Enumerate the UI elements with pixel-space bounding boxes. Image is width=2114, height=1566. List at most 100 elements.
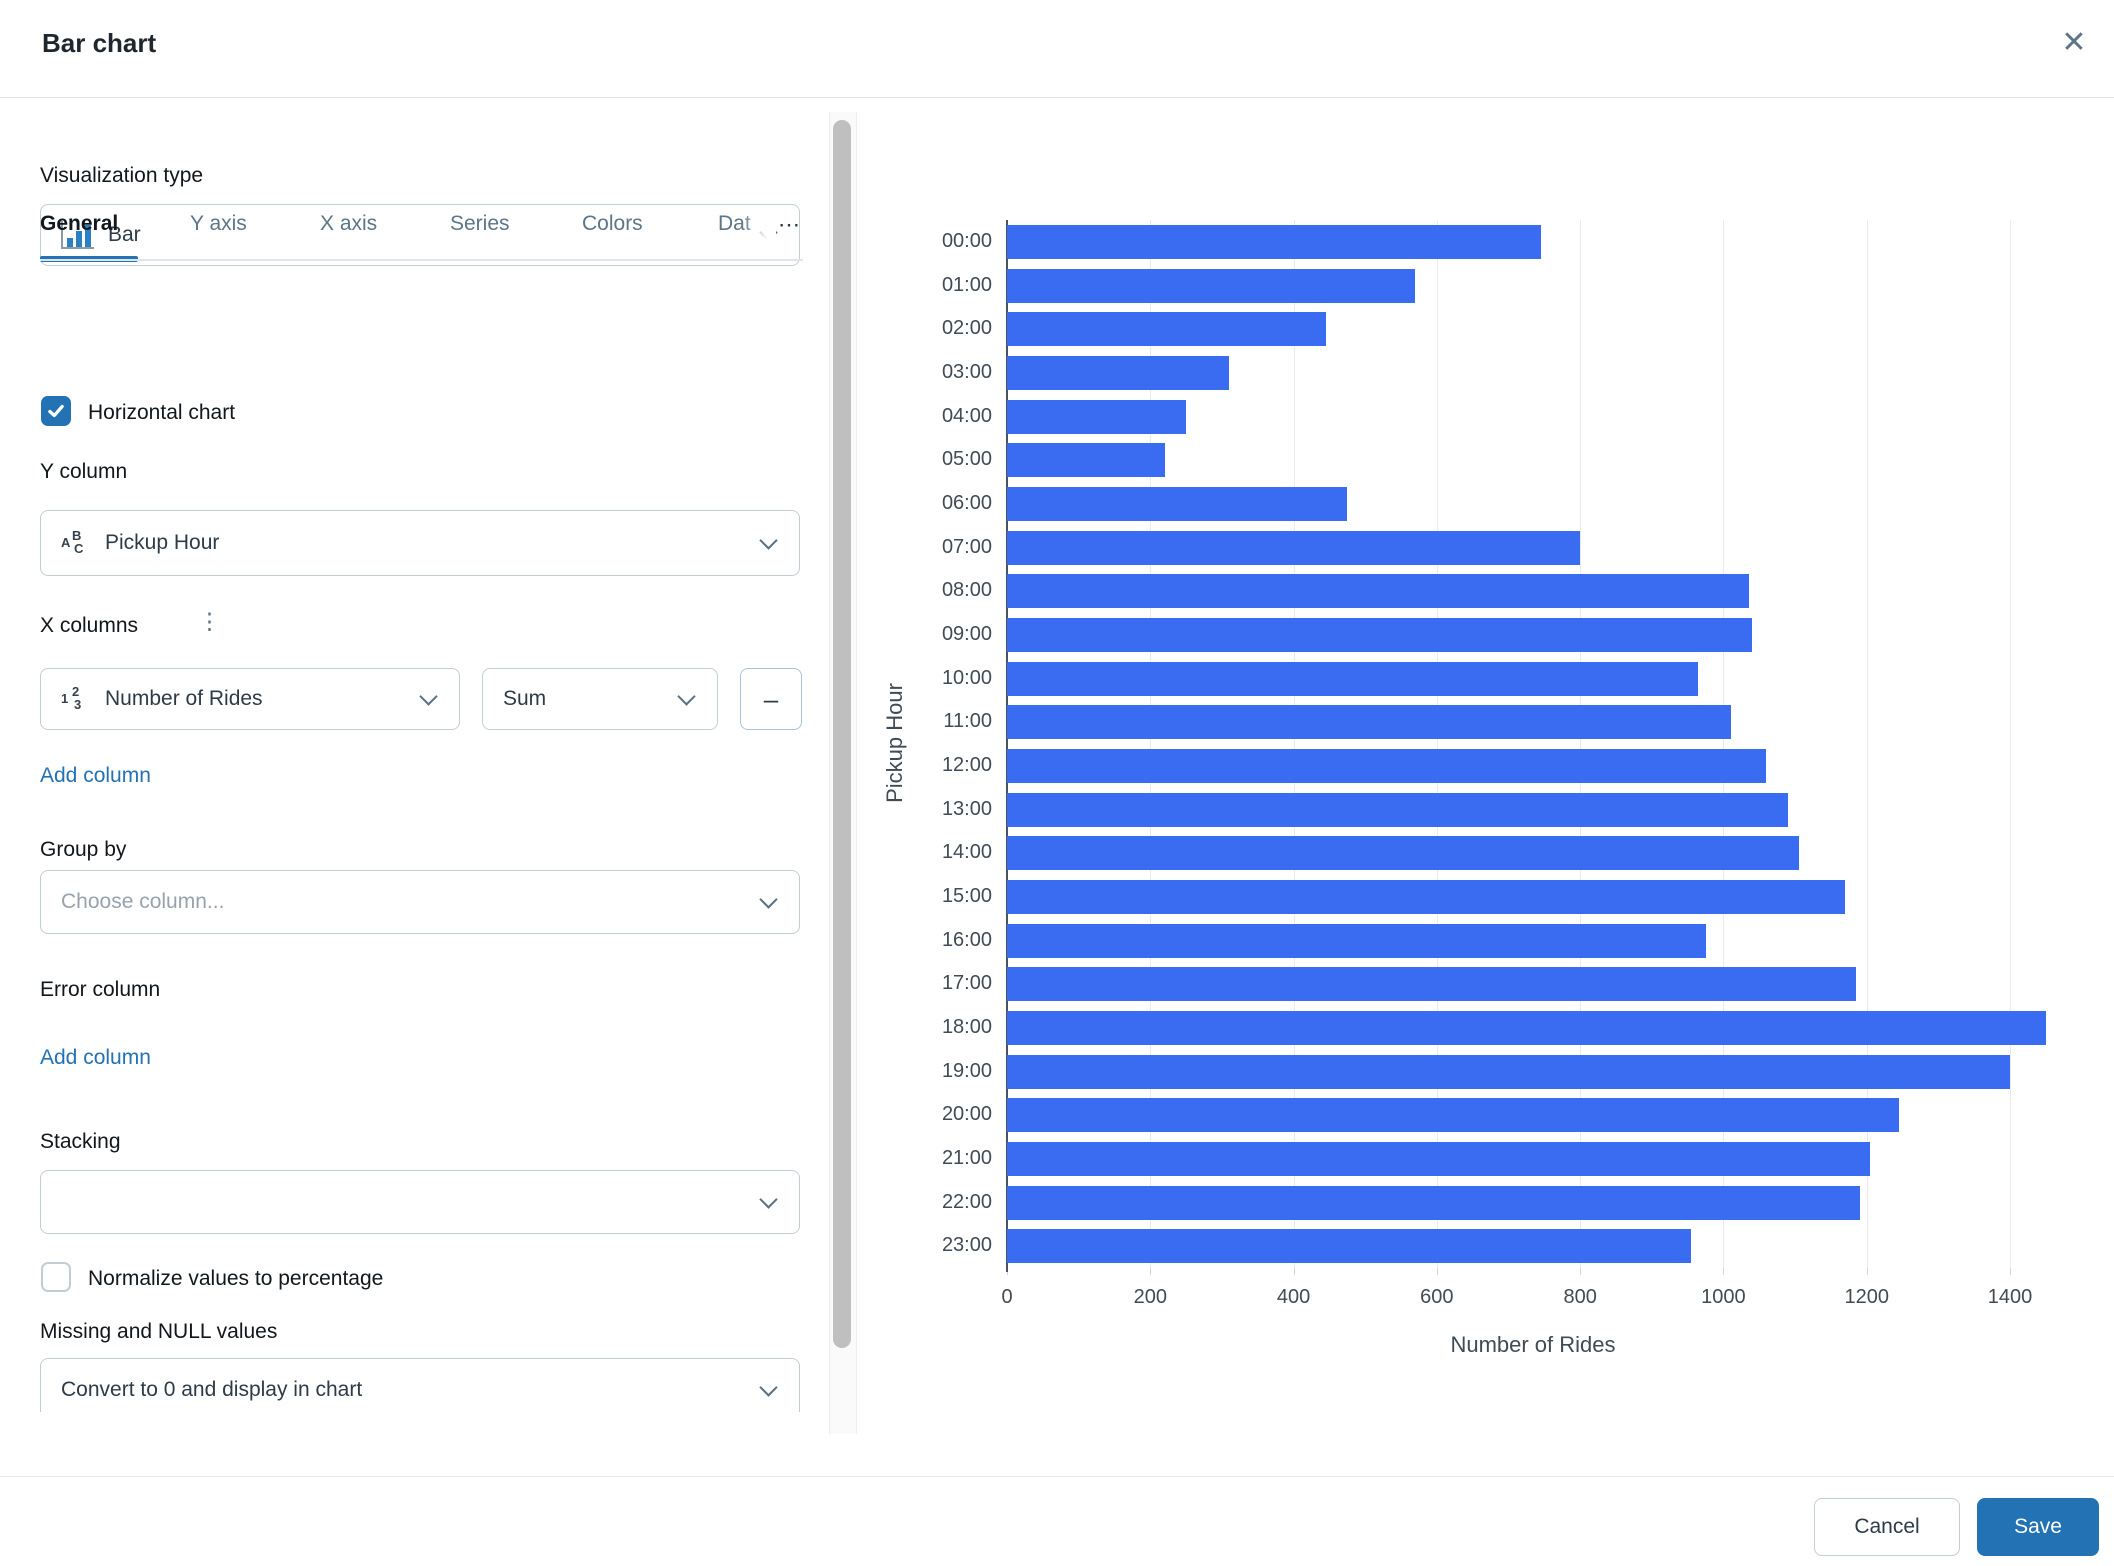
x-axis-tick [1723,1268,1725,1275]
missing-null-value: Convert to 0 and display in chart [61,1378,363,1401]
y-tick-label: 20:00 [941,1103,992,1126]
dialog-title: Bar chart [42,28,157,58]
bar[interactable] [1007,268,1416,303]
save-button[interactable]: Save [1977,1498,2099,1556]
bar[interactable] [1007,312,1326,347]
bar[interactable] [1007,705,1731,740]
chevron-down-icon [759,531,778,550]
chevron-down-icon [677,687,696,706]
tab-overflow-button[interactable]: ⋯ [778,212,801,237]
bar[interactable] [1007,1098,1899,1133]
minus-icon: – [763,683,779,714]
chart-x-axis-title: Number of Rides [1450,1332,1616,1357]
tab-bottom-border [40,259,803,261]
bar[interactable] [1007,967,1856,1002]
bar[interactable] [1007,1010,2046,1045]
bar[interactable] [1007,443,1165,478]
kebab-menu-icon[interactable]: ⋮ [198,608,221,634]
add-x-column-link[interactable]: Add column [40,764,151,787]
bar[interactable] [1007,574,1749,609]
bar[interactable] [1007,661,1699,696]
bar[interactable] [1007,486,1348,521]
bar[interactable] [1007,224,1541,259]
bar[interactable] [1007,1054,2010,1089]
bar[interactable] [1007,792,1788,827]
bar[interactable] [1007,355,1230,390]
y-tick-label: 21:00 [941,1146,992,1169]
y-tick-label: 00:00 [941,229,992,252]
string-type-icon: A B C [61,528,84,556]
error-column-label: Error column [40,978,161,1001]
tab-x-axis[interactable]: X axis [320,212,378,235]
y-axis-line [1006,220,1008,1272]
tab-series[interactable]: Series [450,212,510,235]
missing-null-label: Missing and NULL values [40,1320,278,1343]
gridline [1723,220,1725,1268]
stacking-select[interactable] [40,1170,800,1234]
y-tick-label: 11:00 [943,710,992,733]
x-axis-tick [1436,1268,1438,1275]
bar[interactable] [1007,836,1799,871]
x-tick-label: 0 [1001,1286,1013,1308]
y-tick-label: 17:00 [941,972,992,995]
bar[interactable] [1007,1141,1871,1176]
bar[interactable] [1007,530,1581,565]
y-column-label: Y column [40,460,128,483]
settings-panel: Visualization type Bar General Y axis X … [0,98,822,1412]
bar[interactable] [1007,617,1753,652]
y-tick-label: 16:00 [941,928,992,951]
bar[interactable] [1007,879,1846,914]
y-tick-label: 14:00 [941,841,992,864]
y-tick-label: 05:00 [941,448,992,471]
missing-null-select[interactable]: Convert to 0 and display in chart [40,1358,800,1412]
add-error-column-link[interactable]: Add column [40,1046,151,1069]
header-divider [0,97,2114,98]
chevron-down-icon [759,1190,778,1209]
tab-colors[interactable]: Colors [582,212,643,235]
normalize-checkbox[interactable] [41,1262,71,1292]
x-columns-row: 1 2 3 Number of Rides Sum – [0,668,822,730]
x-axis-tick [1293,1268,1295,1275]
gridline [2010,220,2011,1268]
horizontal-chart-checkbox[interactable] [41,396,71,426]
x-column-select[interactable]: 1 2 3 Number of Rides [40,668,460,730]
y-tick-label: 02:00 [941,317,992,340]
close-button[interactable]: ✕ [2052,20,2096,64]
gridline [1580,220,1582,1268]
horizontal-chart-label: Horizontal chart [88,401,236,424]
aggregation-value: Sum [503,687,547,710]
y-tick-label: 13:00 [941,797,992,820]
y-column-select[interactable]: A B C Pickup Hour [40,510,800,576]
bar[interactable] [1007,748,1767,783]
aggregation-select[interactable]: Sum [482,668,718,730]
cancel-button[interactable]: Cancel [1814,1498,1960,1556]
bar[interactable] [1007,1185,1860,1220]
y-tick-label: 15:00 [941,884,992,907]
remove-column-button[interactable]: – [740,668,802,730]
visualization-type-select[interactable]: Bar [40,204,800,266]
y-tick-label: 08:00 [941,579,992,602]
x-axis-tick [1866,1268,1868,1275]
check-icon [48,404,64,418]
y-column-value: Pickup Hour [105,531,220,554]
tab-y-axis[interactable]: Y axis [190,212,247,235]
y-tick-label: 04:00 [941,404,992,427]
x-tick-label: 1200 [1844,1286,1889,1308]
settings-scrollbar-thumb[interactable] [833,120,851,1348]
x-axis-tick [1150,1268,1152,1275]
bar[interactable] [1007,923,1706,958]
tab-general[interactable]: General [40,212,119,235]
bar-chart-type-icon [61,221,94,249]
gridline [1436,220,1438,1268]
x-tick-label: 1000 [1701,1286,1746,1308]
stacking-label: Stacking [40,1130,121,1153]
x-axis-tick [1007,1268,1008,1275]
footer-divider [0,1476,2114,1477]
x-column-value: Number of Rides [105,687,263,710]
group-by-select[interactable]: Choose column... [40,870,800,934]
bar[interactable] [1007,399,1187,434]
x-axis-tick [1580,1268,1582,1275]
close-icon: ✕ [2061,25,2087,59]
x-tick-label: 600 [1420,1286,1454,1308]
bar[interactable] [1007,1229,1692,1264]
